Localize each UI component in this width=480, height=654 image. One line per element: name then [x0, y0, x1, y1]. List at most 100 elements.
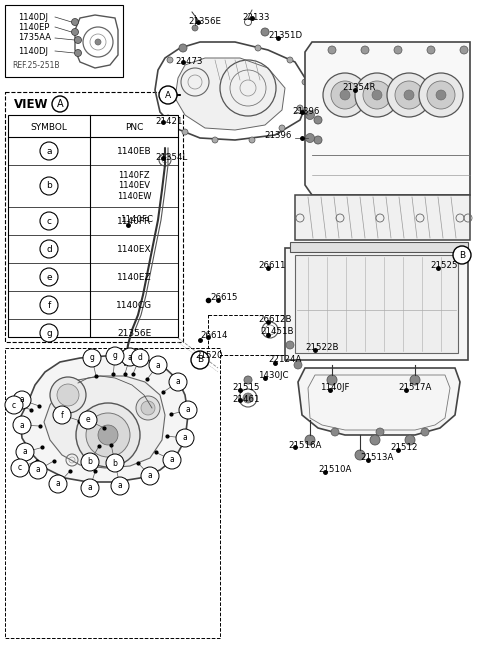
Circle shape — [13, 391, 31, 409]
Text: 21396: 21396 — [264, 131, 292, 139]
Circle shape — [106, 347, 124, 365]
Text: 21351D: 21351D — [268, 31, 302, 39]
Polygon shape — [285, 248, 468, 360]
Circle shape — [86, 413, 130, 457]
Text: g: g — [113, 351, 118, 360]
Text: g: g — [46, 328, 52, 337]
Text: REF.25-251B: REF.25-251B — [12, 61, 60, 71]
Text: 22133: 22133 — [242, 14, 269, 22]
Text: a: a — [56, 479, 60, 489]
Text: 21510A: 21510A — [318, 466, 351, 475]
Circle shape — [176, 429, 194, 447]
Circle shape — [11, 459, 29, 477]
Text: a: a — [20, 421, 24, 430]
Text: g: g — [90, 354, 95, 362]
Text: 1140EV: 1140EV — [118, 182, 150, 190]
Circle shape — [182, 129, 188, 135]
Text: b: b — [46, 182, 52, 190]
Text: 21421: 21421 — [155, 118, 182, 126]
Circle shape — [131, 349, 149, 367]
FancyBboxPatch shape — [8, 115, 178, 337]
Circle shape — [83, 349, 101, 367]
Text: a: a — [176, 377, 180, 387]
Circle shape — [53, 406, 71, 424]
Circle shape — [331, 428, 339, 436]
Circle shape — [405, 435, 415, 445]
Text: c: c — [47, 216, 51, 226]
Circle shape — [111, 477, 129, 495]
Circle shape — [179, 44, 187, 52]
Circle shape — [370, 435, 380, 445]
Circle shape — [328, 46, 336, 54]
FancyBboxPatch shape — [208, 315, 288, 355]
Circle shape — [279, 125, 285, 131]
Circle shape — [167, 57, 173, 63]
Circle shape — [363, 81, 391, 109]
Text: 21356E: 21356E — [117, 328, 151, 337]
Polygon shape — [20, 356, 188, 482]
Circle shape — [305, 435, 315, 445]
Text: a: a — [148, 472, 152, 481]
Circle shape — [249, 137, 255, 143]
Circle shape — [40, 296, 58, 314]
Circle shape — [40, 240, 58, 258]
Text: 21516A: 21516A — [288, 441, 322, 449]
Polygon shape — [295, 255, 458, 353]
Circle shape — [76, 403, 140, 467]
Text: 21473: 21473 — [175, 58, 203, 67]
Text: 1140JF: 1140JF — [320, 383, 349, 392]
Circle shape — [136, 396, 160, 420]
Circle shape — [40, 177, 58, 195]
Text: b: b — [113, 458, 118, 468]
Circle shape — [95, 39, 101, 45]
Circle shape — [244, 376, 252, 384]
Circle shape — [261, 28, 269, 36]
Circle shape — [453, 246, 471, 264]
Circle shape — [404, 90, 414, 100]
Circle shape — [16, 443, 34, 461]
Text: 1140DJ: 1140DJ — [18, 12, 48, 22]
Text: a: a — [36, 466, 40, 475]
Circle shape — [192, 25, 198, 31]
Circle shape — [106, 454, 124, 472]
Circle shape — [302, 79, 308, 85]
Text: 1140CG: 1140CG — [116, 300, 152, 309]
Circle shape — [436, 90, 446, 100]
Circle shape — [419, 73, 463, 117]
Circle shape — [121, 348, 139, 366]
Text: c: c — [18, 464, 22, 472]
Text: c: c — [12, 400, 16, 409]
Polygon shape — [298, 368, 460, 435]
Text: B: B — [459, 250, 465, 260]
Text: a: a — [156, 360, 160, 370]
Text: 1140EW: 1140EW — [117, 192, 151, 201]
Text: 1140FR: 1140FR — [117, 216, 151, 226]
FancyBboxPatch shape — [5, 5, 123, 77]
Circle shape — [162, 87, 168, 93]
Polygon shape — [305, 42, 470, 195]
Text: 26611: 26611 — [258, 260, 286, 269]
Circle shape — [40, 212, 58, 230]
Text: 1140EB: 1140EB — [117, 146, 151, 156]
Circle shape — [13, 416, 31, 434]
Circle shape — [331, 81, 359, 109]
Text: b: b — [87, 458, 93, 466]
Circle shape — [427, 81, 455, 109]
Text: 26614: 26614 — [200, 330, 228, 339]
Circle shape — [191, 351, 209, 369]
Circle shape — [427, 46, 435, 54]
Text: 26615: 26615 — [210, 294, 238, 303]
Circle shape — [74, 37, 82, 44]
Circle shape — [159, 86, 177, 104]
Text: a: a — [128, 353, 132, 362]
Circle shape — [243, 393, 253, 403]
Text: a: a — [20, 396, 24, 405]
Text: 1735AA: 1735AA — [18, 33, 51, 43]
FancyBboxPatch shape — [5, 348, 220, 638]
Text: 21354R: 21354R — [342, 84, 375, 92]
Circle shape — [98, 425, 118, 445]
Text: 21525: 21525 — [430, 260, 457, 269]
Circle shape — [305, 133, 314, 143]
Circle shape — [410, 375, 420, 385]
Text: 21515: 21515 — [232, 383, 260, 392]
